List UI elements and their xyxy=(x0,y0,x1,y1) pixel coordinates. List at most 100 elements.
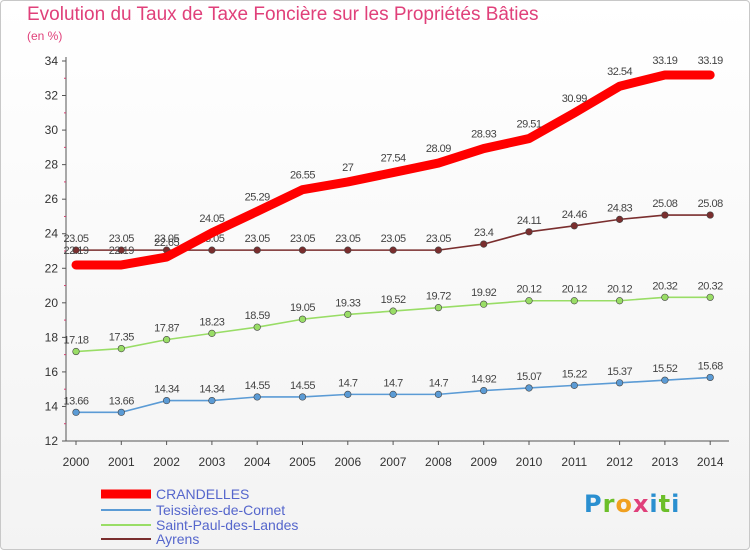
chart-title: Evolution du Taux de Taxe Foncière sur l… xyxy=(27,4,539,25)
data-point xyxy=(661,211,669,219)
y-tick-label: 32 xyxy=(45,89,59,103)
data-point xyxy=(389,307,397,315)
data-point xyxy=(298,315,307,323)
unit-label: (en %) xyxy=(27,29,63,43)
data-point xyxy=(525,228,533,236)
data-label: 24.83 xyxy=(607,202,632,214)
data-label: 24.11 xyxy=(517,215,542,227)
data-point xyxy=(480,386,488,395)
data-point xyxy=(615,379,624,387)
data-label: 14.55 xyxy=(245,380,270,392)
data-point xyxy=(117,246,125,254)
data-label: 23.05 xyxy=(245,233,270,245)
data-point xyxy=(434,246,443,254)
data-label: 23.4 xyxy=(474,227,494,239)
y-tick-label: 28 xyxy=(45,158,59,172)
y-tick-label: 34 xyxy=(45,54,59,68)
data-label: 20.12 xyxy=(562,284,587,296)
logo-letter: x xyxy=(632,490,650,518)
data-point xyxy=(434,304,443,312)
data-label: 28.93 xyxy=(471,129,496,141)
data-label: 18.59 xyxy=(245,310,270,322)
data-label: 22.19 xyxy=(63,245,88,257)
data-label: 23.05 xyxy=(109,233,134,245)
data-point xyxy=(389,390,397,398)
data-label: 15.52 xyxy=(652,363,677,375)
y-tick-label: 18 xyxy=(45,330,59,344)
x-tick-label: 2011 xyxy=(561,455,587,469)
data-label: 25.29 xyxy=(245,191,270,203)
data-point xyxy=(253,323,261,331)
data-label: 13.66 xyxy=(109,395,134,407)
data-point xyxy=(163,396,171,405)
logo-letter: t xyxy=(658,490,672,518)
data-label: 14.92 xyxy=(471,374,496,386)
y-tick-label: 26 xyxy=(45,192,59,206)
data-label: 14.7 xyxy=(429,377,449,389)
legend-label: CRANDELLES xyxy=(156,486,249,502)
data-point xyxy=(661,293,669,301)
data-point xyxy=(344,310,352,318)
data-point xyxy=(615,215,624,223)
data-label: 14.55 xyxy=(290,380,315,392)
x-tick-label: 2009 xyxy=(470,455,497,469)
data-label: 25.08 xyxy=(652,198,677,210)
data-label: 27.54 xyxy=(381,153,406,165)
data-label: 15.68 xyxy=(698,360,723,372)
x-tick-label: 2000 xyxy=(63,455,90,469)
data-point xyxy=(389,246,397,254)
x-tick-label: 2005 xyxy=(289,455,316,469)
data-point xyxy=(344,390,352,398)
data-label: 19.52 xyxy=(381,294,406,306)
x-tick-label: 2014 xyxy=(697,455,724,469)
x-tick-label: 2007 xyxy=(380,455,407,469)
data-point xyxy=(253,246,261,254)
data-label: 19.72 xyxy=(426,291,451,303)
data-point xyxy=(706,293,714,301)
x-tick-label: 2006 xyxy=(334,455,361,469)
x-tick-label: 2001 xyxy=(108,455,135,469)
legend-label: Teissières-de-Cornet xyxy=(156,502,285,518)
data-point xyxy=(525,384,533,392)
data-point xyxy=(298,393,307,401)
data-label: 17.35 xyxy=(109,332,134,344)
data-label: 24.05 xyxy=(199,213,224,225)
data-label: 23.05 xyxy=(426,233,451,245)
logo-letter: o xyxy=(615,490,633,518)
data-point xyxy=(434,390,443,398)
legend-label: Ayrens xyxy=(156,531,199,547)
data-label: 27 xyxy=(342,162,354,174)
x-tick-label: 2003 xyxy=(199,455,226,469)
data-point xyxy=(117,344,125,353)
data-point xyxy=(208,329,216,337)
data-point xyxy=(480,240,488,248)
data-label: 15.37 xyxy=(607,366,632,378)
data-label: 20.32 xyxy=(652,280,677,292)
data-label: 18.23 xyxy=(199,316,224,328)
data-label: 32.54 xyxy=(607,66,632,78)
data-point xyxy=(298,246,307,254)
data-point xyxy=(208,246,216,254)
data-label: 14.34 xyxy=(154,384,179,396)
logo-letter: i xyxy=(671,490,681,518)
data-label: 14.34 xyxy=(199,384,224,396)
series-line-CRANDELLES xyxy=(71,70,715,270)
data-label: 25.08 xyxy=(698,198,723,210)
data-point xyxy=(706,211,714,219)
legend-label: Saint-Paul-des-Landes xyxy=(156,517,298,533)
x-tick-label: 2002 xyxy=(153,455,180,469)
data-label: 23.05 xyxy=(154,233,179,245)
x-tick-label: 2004 xyxy=(244,455,271,469)
data-label: 13.66 xyxy=(63,395,88,407)
data-point xyxy=(570,381,578,389)
data-label: 28.09 xyxy=(426,143,451,155)
data-point xyxy=(570,222,578,230)
logo-letter: i xyxy=(649,490,659,518)
y-tick-label: 20 xyxy=(45,296,59,310)
x-tick-label: 2010 xyxy=(516,455,543,469)
data-point xyxy=(72,408,80,416)
data-point xyxy=(570,297,578,305)
data-label: 23.05 xyxy=(63,233,88,245)
data-label: 23.05 xyxy=(335,233,360,245)
